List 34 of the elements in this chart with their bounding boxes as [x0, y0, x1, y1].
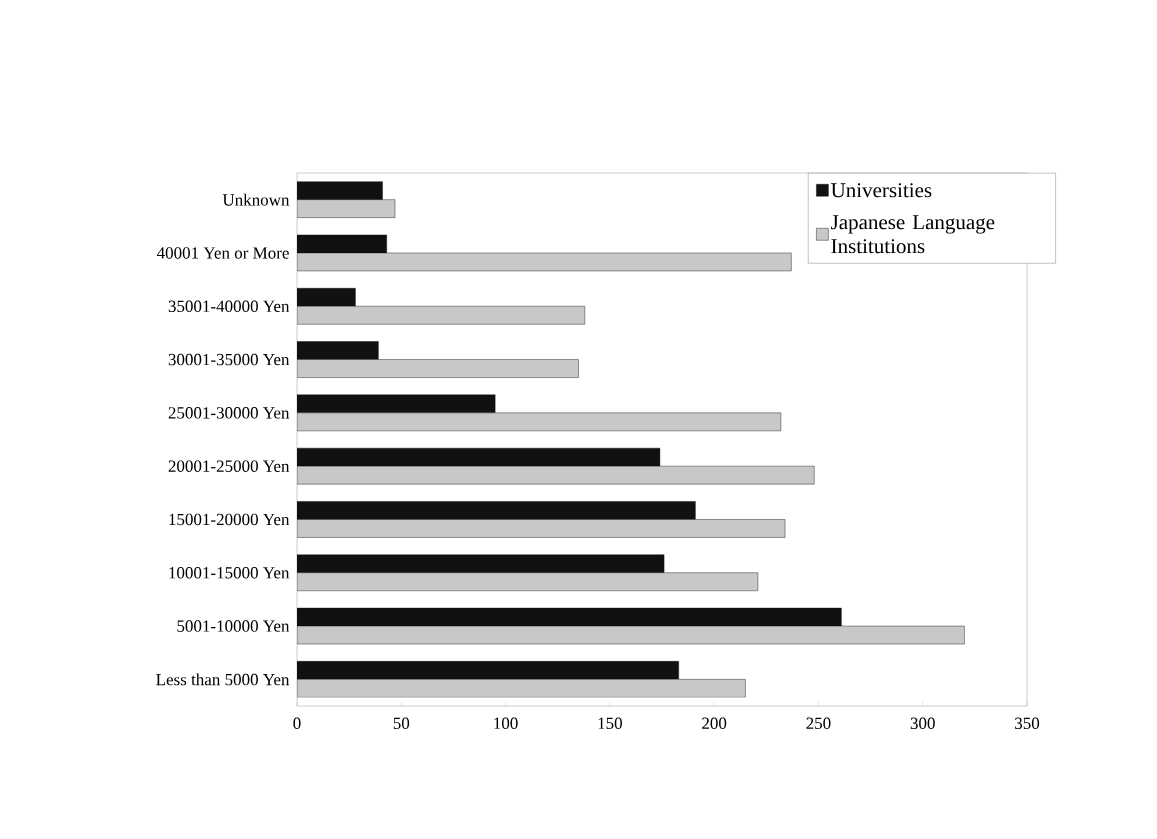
y-tick-label: 35001-40000 Yen — [168, 300, 290, 312]
y-tick-label: Unknown — [222, 193, 290, 206]
bar — [297, 501, 696, 520]
x-tick-label: 100 — [494, 717, 518, 730]
x-tick-label: 150 — [598, 717, 622, 730]
legend-label: Universities — [831, 183, 932, 198]
legend-label: Japanese Language Institutions — [831, 215, 995, 254]
bar — [297, 181, 383, 200]
bar — [297, 359, 579, 378]
bar — [297, 661, 679, 680]
y-tick-label: 40001 Yen or More — [156, 247, 289, 259]
bar — [297, 572, 759, 591]
bar — [297, 554, 665, 573]
x-tick-label: 250 — [806, 717, 831, 730]
y-tick-label: 5001-10000 Yen — [177, 620, 290, 632]
bar — [297, 199, 396, 218]
y-tick-label: 15001-20000 Yen — [169, 513, 290, 526]
bar — [297, 341, 379, 360]
y-tick-label: 25001-30000 Yen — [168, 407, 290, 419]
bar — [297, 306, 586, 325]
bar — [297, 288, 356, 307]
y-tick-label: 30001-35000 Yen — [168, 353, 290, 366]
bar — [297, 447, 661, 467]
x-tick-label: 0 — [293, 717, 301, 730]
y-tick-label: 20001-25000 Yen — [168, 460, 290, 472]
x-tick-label: 200 — [702, 717, 727, 730]
x-tick-label: 350 — [1015, 717, 1040, 730]
bar — [297, 465, 815, 485]
y-tick-label: 10001-15000 Yen — [169, 567, 290, 579]
bar — [297, 519, 786, 538]
y-tick-label: Less than 5000 Yen — [156, 673, 290, 686]
x-tick-label: 50 — [393, 717, 410, 730]
x-tick-label: 300 — [910, 717, 935, 730]
bar — [297, 679, 746, 698]
